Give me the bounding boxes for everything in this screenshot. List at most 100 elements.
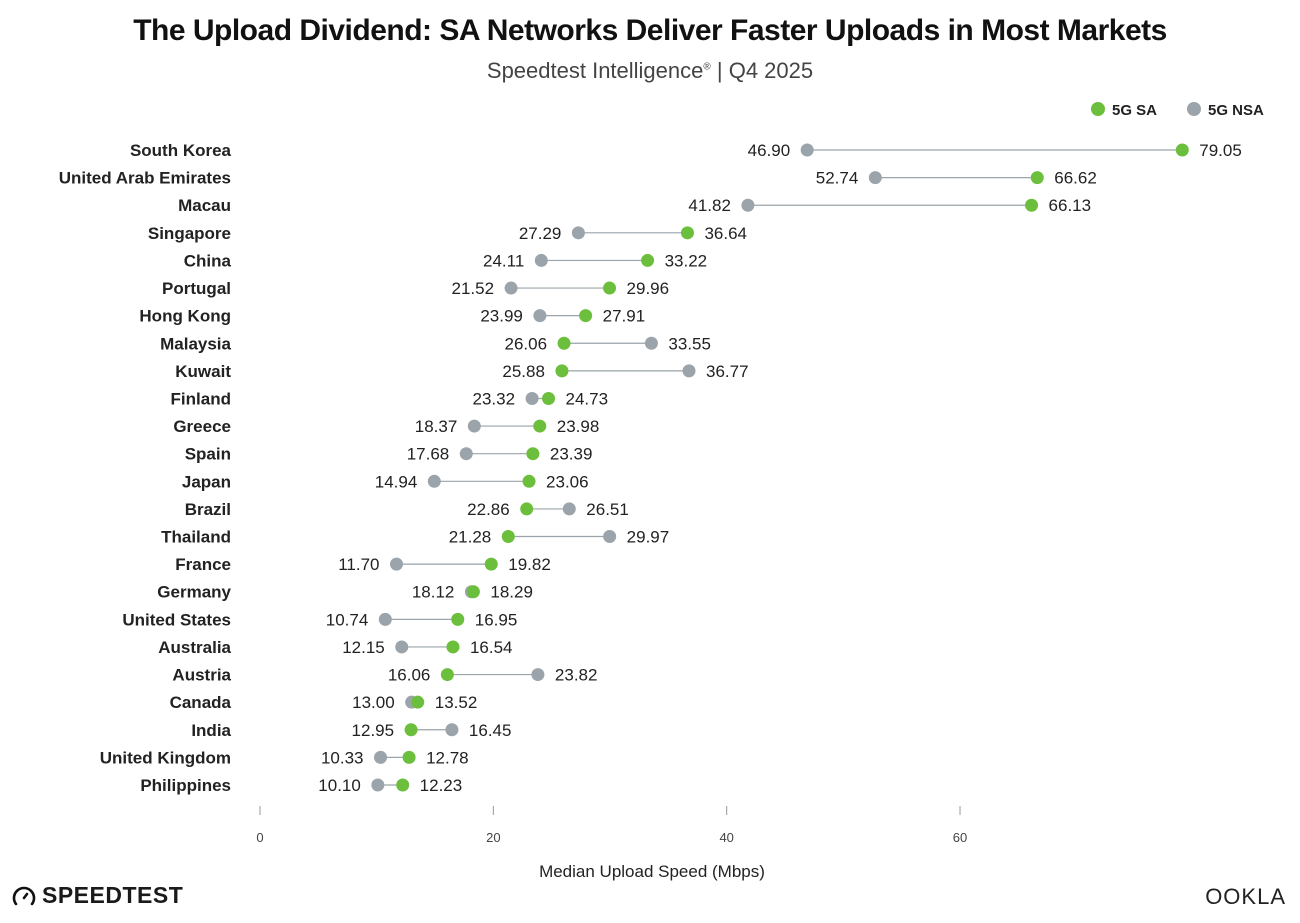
category-label: Canada — [170, 693, 232, 712]
data-label-high: 24.73 — [566, 389, 609, 408]
data-label-low: 46.90 — [748, 141, 791, 160]
nsa-point — [534, 253, 548, 267]
sa-point — [466, 585, 480, 599]
sa-point — [411, 695, 425, 709]
nsa-point — [395, 640, 409, 654]
data-label-low: 11.70 — [338, 555, 379, 574]
data-label-low: 18.37 — [415, 417, 458, 436]
gauge-icon — [12, 886, 36, 905]
category-label: Germany — [157, 583, 231, 602]
sa-point — [542, 391, 556, 405]
sa-point — [501, 530, 515, 544]
nsa-point — [533, 309, 547, 323]
data-label-high: 33.55 — [668, 334, 711, 353]
legend-label: 5G NSA — [1208, 102, 1264, 119]
nsa-point — [459, 447, 473, 461]
nsa-point — [504, 281, 518, 295]
data-label-low: 10.74 — [326, 610, 369, 629]
data-label-high: 16.45 — [469, 721, 512, 740]
data-label-high: 66.13 — [1049, 196, 1092, 215]
nsa-point — [531, 668, 545, 682]
data-label-low: 24.11 — [483, 251, 524, 270]
data-label-high: 18.29 — [490, 583, 533, 602]
sa-point — [440, 668, 454, 682]
legend-marker — [1091, 102, 1105, 116]
data-label-low: 21.28 — [449, 528, 492, 547]
category-label: United Kingdom — [100, 748, 231, 767]
data-label-high: 23.82 — [555, 666, 598, 685]
data-label-high: 33.22 — [665, 251, 708, 270]
category-label: Finland — [171, 389, 231, 408]
data-label-high: 19.82 — [508, 555, 551, 574]
sa-point — [520, 502, 534, 516]
data-label-low: 26.06 — [504, 334, 547, 353]
data-label-high: 13.52 — [435, 693, 478, 712]
category-label: United States — [122, 610, 231, 629]
data-label-low: 14.94 — [375, 472, 418, 491]
category-label: Philippines — [140, 776, 231, 795]
speedtest-logo: SPEEDTEST — [12, 882, 183, 909]
category-label: Thailand — [161, 528, 231, 547]
data-label-low: 16.06 — [388, 666, 431, 685]
sa-point — [557, 336, 571, 350]
subtitle-source: Speedtest Intelligence — [486, 58, 704, 83]
legend-marker — [1187, 102, 1201, 116]
nsa-point — [525, 391, 539, 405]
data-label-high: 27.91 — [603, 307, 646, 326]
nsa-point — [374, 750, 388, 764]
ookla-logo: OOKLA — [1205, 884, 1286, 909]
category-label: Portugal — [162, 279, 231, 298]
data-label-high: 36.77 — [706, 362, 749, 381]
sa-point — [555, 364, 569, 378]
data-label-high: 12.78 — [426, 748, 469, 767]
category-label: Hong Kong — [139, 307, 231, 326]
data-label-low: 27.29 — [519, 224, 562, 243]
data-label-high: 29.97 — [627, 528, 670, 547]
data-label-high: 66.62 — [1054, 169, 1097, 188]
category-label: Austria — [172, 666, 231, 685]
nsa-point — [741, 198, 755, 212]
sa-point — [402, 750, 416, 764]
data-label-low: 25.88 — [502, 362, 545, 381]
nsa-point — [378, 612, 392, 626]
category-label: Greece — [173, 417, 231, 436]
x-tick-label: 60 — [953, 830, 967, 845]
data-label-low: 18.12 — [412, 583, 455, 602]
sa-point — [1025, 198, 1039, 212]
nsa-point — [427, 474, 441, 488]
chart-title: The Upload Dividend: SA Networks Deliver… — [133, 14, 1167, 47]
data-label-high: 16.54 — [470, 638, 513, 657]
data-label-low: 52.74 — [816, 169, 859, 188]
registered-mark: ® — [703, 61, 711, 73]
sa-point — [579, 309, 593, 323]
category-label: South Korea — [130, 141, 232, 160]
data-label-low: 23.99 — [480, 307, 523, 326]
data-label-low: 22.86 — [467, 500, 510, 519]
nsa-point — [603, 530, 617, 544]
sa-point — [484, 557, 498, 571]
sa-point — [680, 226, 694, 240]
data-label-low: 10.10 — [318, 776, 361, 795]
nsa-point — [445, 723, 459, 737]
nsa-point — [682, 364, 696, 378]
data-label-low: 23.32 — [473, 389, 516, 408]
x-axis-label: Median Upload Speed (Mbps) — [539, 862, 765, 881]
sa-point — [603, 281, 617, 295]
nsa-point — [390, 557, 404, 571]
data-label-low: 17.68 — [407, 445, 450, 464]
data-label-high: 23.06 — [546, 472, 589, 491]
data-label-low: 12.95 — [352, 721, 395, 740]
category-label: Spain — [185, 445, 231, 464]
sa-point — [641, 253, 655, 267]
sa-point — [396, 778, 410, 792]
category-label: China — [184, 251, 232, 270]
sa-point — [526, 447, 540, 461]
sa-point — [451, 612, 465, 626]
legend-label: 5G SA — [1112, 102, 1157, 119]
data-label-low: 41.82 — [688, 196, 731, 215]
data-label-low: 21.52 — [452, 279, 495, 298]
nsa-point — [800, 143, 814, 157]
data-label-low: 13.00 — [352, 693, 395, 712]
